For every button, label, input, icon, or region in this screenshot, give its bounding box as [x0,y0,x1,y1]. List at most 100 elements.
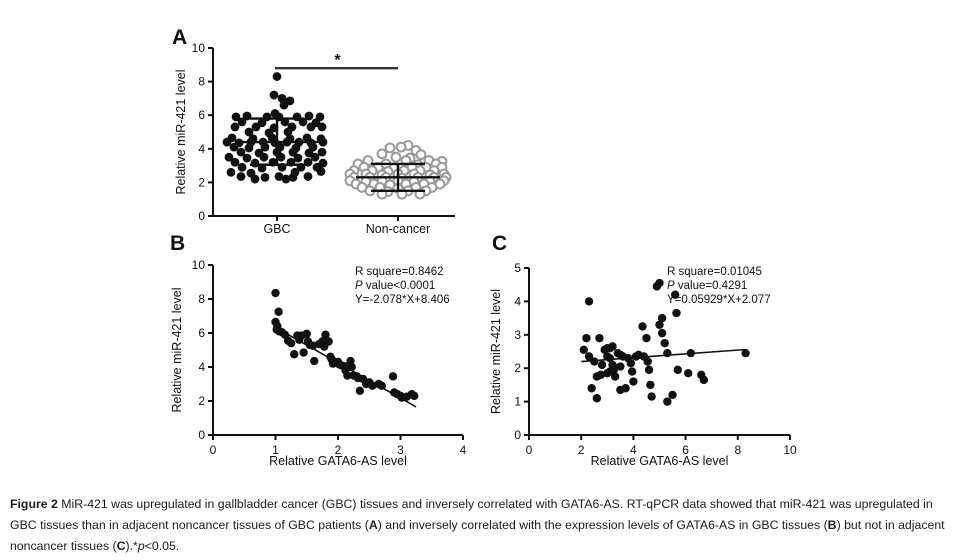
y-tick-label: 2 [198,175,205,189]
data-point [302,329,311,339]
data-point [242,111,252,121]
data-point [279,100,289,110]
data-point [596,370,605,380]
data-point [595,333,604,343]
data-point [237,162,247,172]
data-point [277,94,287,103]
data-point [274,172,284,181]
figure-caption: Figure 2 MiR-421 was upregulated in gall… [10,494,956,557]
data-point [592,394,602,403]
x-tick-label: 2 [578,443,585,457]
y-tick-label: 4 [198,142,205,156]
y-tick-label: 2 [514,361,521,375]
data-point [306,122,316,132]
data-point [231,112,241,122]
data-point [222,137,232,147]
data-point [610,372,620,381]
data-point [303,157,313,167]
x-tick-label: 1 [272,443,279,457]
data-point [317,147,327,157]
y-tick-label: 6 [198,108,205,122]
data-point [584,297,594,306]
group-label: Non-cancer [366,222,431,236]
data-point [303,172,313,181]
data-point [260,142,270,152]
data-point [310,356,319,366]
data-point [260,172,270,182]
data-point [269,90,279,100]
y-axis-title: Relative miR-421 level [174,69,188,194]
data-point [281,174,291,184]
y-axis-title: Relative miR-421 level [170,287,184,412]
data-point [236,172,246,181]
data-point [310,152,320,162]
caption-segment: ) and inversely correlated with the expr… [377,518,828,532]
annotation-text: Y=-2.078*X+8.406 [355,294,450,306]
data-point [616,362,625,371]
x-axis-title: Relative GATA6-AS level [591,454,729,468]
data-point [236,147,246,157]
x-tick-label: 2 [335,443,342,457]
data-point [741,348,750,358]
data-point [388,372,398,381]
panel-c-scatter-chart: 0 1 2 3 4 5 Relative miR-421 level 0 2 4 6 8 10 Relat… [489,261,797,468]
y-tick-label: 0 [198,428,205,442]
data-point [627,367,637,376]
data-point [629,377,638,386]
regression-line [275,326,417,408]
data-point [274,307,283,316]
x-tick-label: 10 [783,443,797,457]
data-point [242,153,252,163]
data-point [376,148,388,160]
data-point [324,337,333,346]
data-point [395,141,407,153]
x-tick-label: 6 [682,443,689,457]
annotation-text: P value<0.0001 [355,280,435,292]
data-point [657,328,667,338]
y-tick-label: 1 [514,395,521,409]
data-point [290,350,299,359]
significance-star: * [334,52,341,69]
data-point [230,157,240,167]
y-tick-label: 4 [198,360,205,374]
data-point [642,333,651,343]
data-point [647,392,656,401]
data-point [259,152,269,162]
y-tick-label: 8 [198,292,205,306]
caption-segment: ).* [125,539,138,553]
caption-segment: C [116,539,126,553]
data-point [229,142,239,152]
y-tick-label: 0 [198,209,205,223]
data-point [644,365,654,375]
x-tick-label: 0 [526,443,533,457]
data-point [283,127,293,137]
x-tick-label: 4 [630,443,637,457]
caption-segment: ) but not in adjacent noncancer tissues … [10,518,945,553]
data-point [224,152,234,162]
data-point [415,149,427,161]
x-tick-label: 4 [460,443,467,457]
group-label: GBC [263,222,290,236]
data-point [608,342,617,351]
x-tick-label: 0 [210,443,217,457]
data-point [643,357,652,366]
data-point [237,117,247,127]
data-point [318,137,328,147]
data-point [699,375,709,385]
data-point [657,313,667,323]
data-point [288,172,298,182]
y-tick-label: 3 [514,328,521,342]
data-point [655,278,664,288]
caption-segment: B [827,518,837,532]
annotation-text: Y=0.05929*X+2.077 [667,294,771,306]
data-point [646,380,655,390]
data-point [271,288,280,298]
panel-b-scatter-chart: 0 2 4 6 8 10 Relative miR-421 level 0 1 2 3 4 Relati… [170,258,467,468]
data-point [626,358,635,368]
data-point [670,290,680,299]
data-point [410,391,419,401]
data-point [621,384,630,393]
y-axis-title: Relative miR-421 level [489,289,503,414]
data-point [226,167,236,177]
annotation-text: R square=0.8462 [355,266,444,278]
